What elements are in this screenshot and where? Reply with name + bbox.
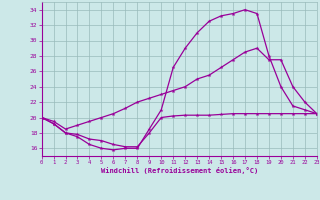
X-axis label: Windchill (Refroidissement éolien,°C): Windchill (Refroidissement éolien,°C) (100, 167, 258, 174)
